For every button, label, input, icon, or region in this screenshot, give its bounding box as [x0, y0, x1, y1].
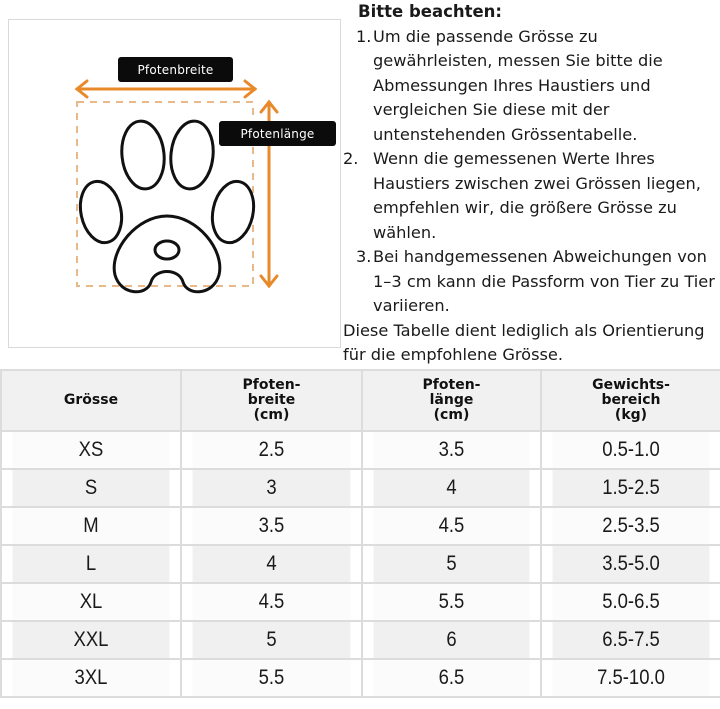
table-row: L 4 5 3.5-5.0 [1, 544, 720, 584]
note-item: 3. Bei handgemessenen Abweichungen von 1… [343, 245, 720, 319]
paw-length-label: Pfotenlänge [219, 121, 336, 146]
note-number: 1. [356, 26, 372, 46]
width-arrow-icon [74, 79, 258, 99]
cell-size: M [10, 506, 172, 546]
header-text: bereich [601, 392, 661, 408]
cell-paw-length: 3.5 [371, 430, 532, 470]
header-paw-length: Pfoten- länge (cm) [361, 369, 542, 432]
table-row: XXL 5 6 6.5-7.5 [1, 620, 720, 660]
header-text: breite [247, 392, 296, 408]
dashed-measure-box [76, 101, 254, 287]
table-row: XL 4.5 5.5 5.0-6.5 [1, 582, 720, 622]
paw-measurement-diagram: Pfotenbreite Pfotenlänge [8, 19, 341, 348]
note-number: 2. [343, 149, 359, 168]
header-size: Grösse [0, 369, 182, 432]
table-row: XS 2.5 3.5 0.5-1.0 [1, 430, 720, 470]
note-item: 1. Um die passende Grösse zu gewährleist… [343, 25, 720, 148]
paw-diagram-svg [74, 79, 279, 294]
cell-weight: 7.5-10.0 [550, 658, 712, 698]
header-paw-width: Pfoten- breite (cm) [180, 369, 363, 432]
header-text: Grösse [63, 392, 119, 408]
cell-weight: 0.5-1.0 [550, 430, 712, 470]
cell-paw-length: 4 [371, 468, 532, 508]
header-text: (cm) [253, 407, 290, 423]
cell-size: XXL [10, 620, 172, 660]
header-text: länge [429, 392, 474, 408]
notes-section: Bitte beachten: 1. Um die passende Gröss… [343, 0, 720, 368]
cell-size: XS [10, 430, 172, 470]
header-text: Pfoten- [242, 377, 301, 393]
paw-print-icon [78, 119, 256, 294]
header-text: (cm) [433, 407, 470, 423]
table-row: S 3 4 1.5-2.5 [1, 468, 720, 508]
cell-paw-length: 5.5 [371, 582, 532, 622]
header-text: Pfoten- [422, 377, 481, 393]
table-row: 3XL 5.5 6.5 7.5-10.0 [1, 658, 720, 698]
table-header-row: Grösse Pfoten- breite (cm) Pfoten- länge… [0, 369, 720, 432]
cell-weight: 1.5-2.5 [550, 468, 712, 508]
cell-weight: 3.5-5.0 [550, 544, 712, 584]
note-number: 3. [356, 247, 372, 266]
cell-weight: 5.0-6.5 [550, 582, 712, 622]
table-row: M 3.5 4.5 2.5-3.5 [1, 506, 720, 546]
cell-weight: 6.5-7.5 [550, 620, 712, 660]
cell-paw-width: 4 [190, 544, 353, 584]
header-text: (kg) [614, 407, 648, 423]
cell-weight: 2.5-3.5 [550, 506, 712, 546]
cell-size: 3XL [10, 658, 172, 698]
cell-paw-width: 5.5 [190, 658, 353, 698]
cell-size: L [10, 544, 172, 584]
cell-paw-width: 4.5 [190, 582, 353, 622]
cell-paw-length: 6 [371, 620, 532, 660]
notes-title: Bitte beachten: [358, 2, 503, 21]
notes-list: 1. Um die passende Grösse zu gewährleist… [343, 25, 720, 319]
note-text: Um die passende Grösse zu gewährleisten,… [373, 26, 663, 144]
note-text: Bei handgemessenen Abweichungen von 1–3 … [373, 247, 715, 315]
cell-paw-width: 3.5 [190, 506, 353, 546]
cell-paw-width: 5 [190, 620, 353, 660]
cell-paw-length: 5 [371, 544, 532, 584]
cell-paw-length: 6.5 [371, 658, 532, 698]
cell-paw-length: 4.5 [371, 506, 532, 546]
cell-size: S [10, 468, 172, 508]
header-text: Gewichts- [592, 377, 670, 393]
cell-paw-width: 3 [190, 468, 353, 508]
cell-size: XL [10, 582, 172, 622]
notes-footer: Diese Tabelle dient lediglich als Orient… [343, 320, 705, 365]
cell-paw-width: 2.5 [190, 430, 353, 470]
note-text: Wenn die gemessenen Werte Ihres Haustier… [373, 149, 701, 242]
paw-width-label: Pfotenbreite [118, 57, 233, 82]
note-item: 2. Wenn die gemessenen Werte Ihres Haust… [343, 147, 720, 245]
header-weight-range: Gewichts- bereich (kg) [540, 369, 720, 432]
size-chart-table: Grösse Pfoten- breite (cm) Pfoten- länge… [0, 369, 720, 698]
